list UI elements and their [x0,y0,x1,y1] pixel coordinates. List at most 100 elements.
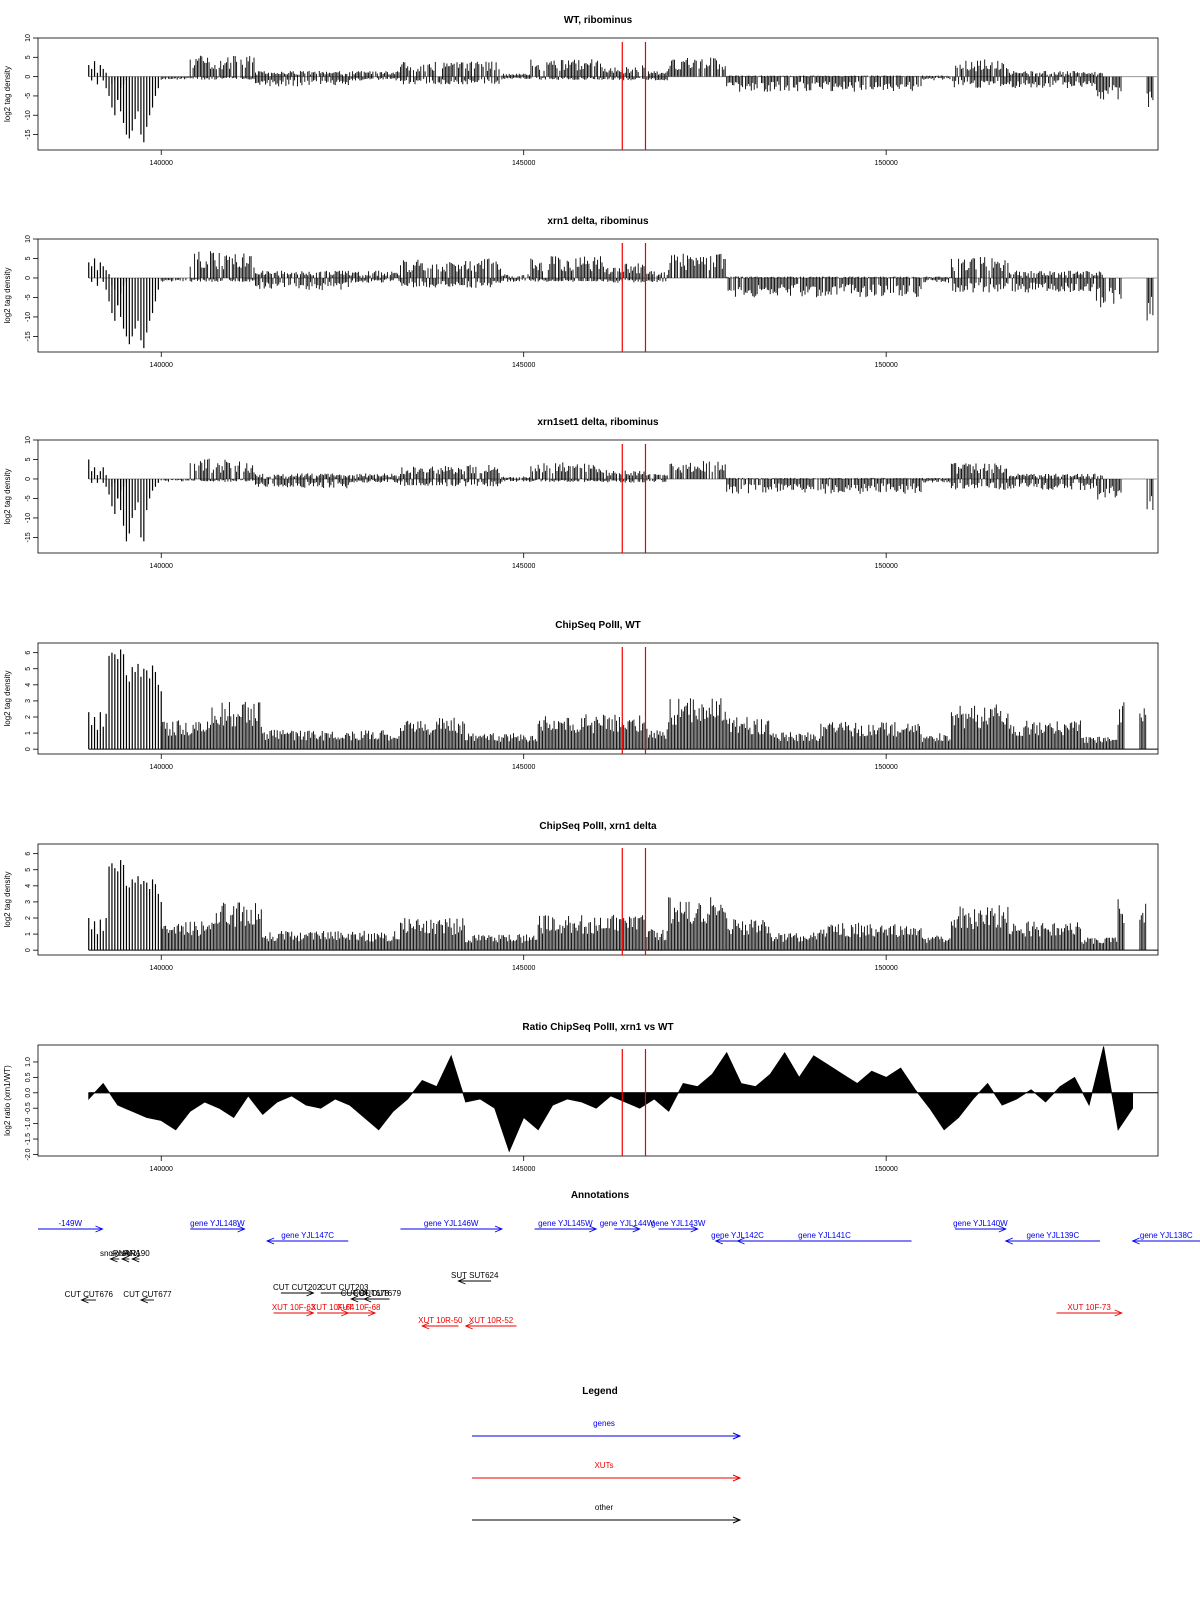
feature-other: CUT CUT679 [353,1289,402,1303]
density-track [160,698,1147,750]
feature-label: gene YJL145W [538,1219,593,1228]
arrow-head-icon [494,1225,504,1233]
feature-label: snoRNA [100,1249,130,1258]
x-tick-label: 150000 [874,362,897,369]
feature-xut: XUT 10F-68 [337,1303,381,1317]
y-tick-label: 5 [25,457,32,461]
feature-label: XUT 10R-52 [469,1316,514,1325]
y-axis-label: log2 tag density [3,468,12,524]
feature-label: CUT CUT203 [320,1283,369,1292]
y-tick-label: 0 [25,747,32,751]
y-tick-label: 1 [25,731,32,735]
y-axis-label: log2 tag density [3,66,12,122]
feature-label: snoRNA [111,1249,141,1258]
chart-title: WT, ribominus [564,15,633,26]
y-axis-label: log2 tag density [3,670,12,726]
arrow-head-icon [367,1309,377,1317]
x-tick-label: 140000 [150,160,173,167]
feature-label: gene YJL138C [1140,1231,1193,1240]
feature-gene: gene YJL144W [600,1219,655,1233]
arrow-head-icon [736,1237,745,1245]
feature-label: snR190 [122,1249,150,1258]
legend-title: Legend [582,1386,618,1397]
feature-label: CUT CUT678 [341,1289,390,1298]
arrow-head-icon [306,1309,315,1317]
x-tick-label: 145000 [512,362,535,369]
arrow-head-icon [1114,1309,1123,1317]
y-tick-label: 0 [25,276,32,280]
y-axis-label: log2 tag density [3,871,12,927]
y-tick-label: -5 [25,495,32,501]
feature-other: SUT SUT624 [451,1271,499,1285]
x-tick-label: 145000 [512,160,535,167]
x-tick-label: 145000 [512,965,535,972]
arrow-head-icon [139,1296,149,1304]
y-tick-label: -1.0 [25,1117,32,1129]
y-tick-label: -10 [25,312,32,322]
feature-label: gene YJL148W [190,1219,245,1228]
y-tick-label: 1.0 [25,1057,32,1067]
arrow-head-icon [1004,1237,1013,1245]
chart-panel-2: xrn1 delta, ribominus log2 tag density 10 5… [3,216,1159,369]
feature-gene: gene YJL141C [736,1231,912,1245]
arrow-head-icon [360,1289,369,1297]
feature-label: gene YJL147C [281,1231,334,1240]
plot-frame [37,1044,1159,1157]
legend-label: other [595,1503,614,1512]
x-tick-label: 140000 [150,563,173,570]
legend-label: XUTs [594,1461,613,1470]
y-tick-label: 0.5 [25,1072,32,1082]
feature-other: snR190 [122,1249,150,1263]
y-tick-label: -2.0 [25,1148,32,1160]
chart-title: xrn1set1 delta, ribominus [537,417,659,428]
arrow-head-icon [998,1225,1007,1233]
y-tick-label: 5 [25,667,32,671]
ratio-area [88,1046,1133,1153]
plot-frame [37,238,1159,353]
y-tick-label: 10 [25,34,32,42]
feature-gene: gene YJL147C [265,1231,349,1245]
feature-label: CUT CUT679 [353,1289,402,1298]
y-tick-label: 5 [25,256,32,260]
y-tick-label: -15 [25,532,32,542]
x-tick-label: 140000 [150,764,173,771]
data-layer [88,860,1158,951]
feature-other: CUT CUT202 [273,1283,322,1297]
feature-label: gene YJL141C [798,1231,851,1240]
legend-panel: Legend genes XUTs other [472,1386,742,1524]
y-tick-label: 10 [25,436,32,444]
y-tick-label: 4 [25,884,32,888]
feature-gene: gene YJL145W [534,1219,598,1233]
y-tick-label: -5 [25,294,32,300]
feature-label: XUT 10R-50 [418,1316,463,1325]
y-tick-label: -1.5 [25,1133,32,1145]
plot-frame [37,439,1159,554]
feature-xut: XUT 10F-73 [1056,1303,1123,1317]
y-tick-label: 5 [25,55,32,59]
y-tick-label: 0 [25,477,32,481]
feature-label: CUT CUT202 [273,1283,322,1292]
chart-title: xrn1 delta, ribominus [547,216,649,227]
x-tick-label: 140000 [150,362,173,369]
x-tick-label: 140000 [150,1166,173,1173]
y-tick-label: 2 [25,715,32,719]
x-tick-label: 145000 [512,1166,535,1173]
y-axis-label: log2 ratio (xrn1/WT) [3,1065,12,1136]
arrow-head-icon [95,1225,104,1233]
x-tick-label: 150000 [874,1166,897,1173]
chart-title: ChipSeq PolII, WT [555,620,641,631]
feature-xut: XUT 10R-50 [418,1316,463,1330]
y-tick-label: 10 [25,235,32,243]
arrow-head-icon [690,1225,699,1233]
feature-gene: gene YJL143W [651,1219,706,1233]
chart-panel-3: xrn1set1 delta, ribominus log2 tag densit… [3,417,1159,570]
feature-label: XUT 10F-68 [337,1303,381,1312]
x-tick-label: 145000 [512,563,535,570]
arrow-head-icon [350,1295,359,1303]
chart-panel-6: Ratio ChipSeq PolII, xrn1 vs WT log2 rati… [3,1022,1159,1173]
y-tick-label: -15 [25,331,32,341]
feature-gene: gene YJL139C [1004,1231,1101,1245]
feature-gene: gene YJL146W [400,1219,504,1233]
y-tick-label: 3 [25,900,32,904]
y-tick-label: -10 [25,513,32,523]
